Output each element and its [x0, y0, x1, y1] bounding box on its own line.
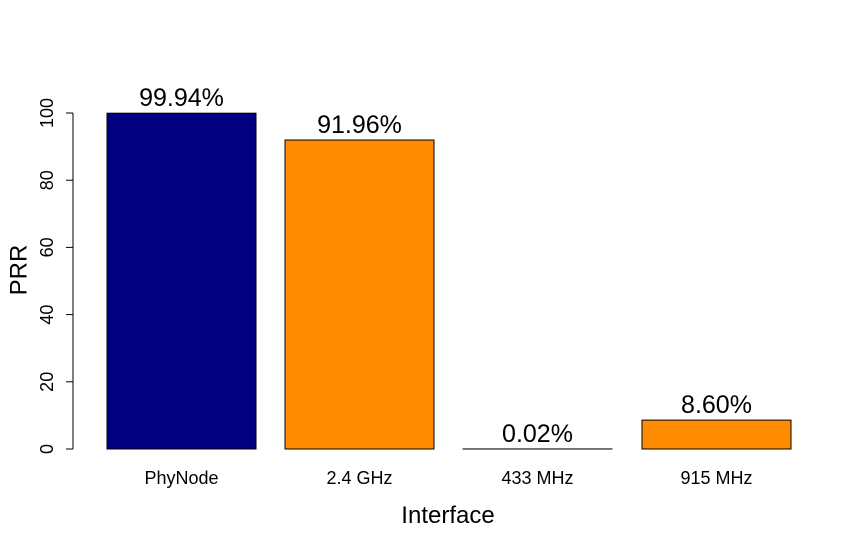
y-axis-title: PRR [5, 245, 32, 296]
bar-phynode [106, 112, 257, 450]
bar-915-mhz [641, 419, 792, 450]
bar-2-4-ghz [284, 139, 435, 450]
x-category-label: 2.4 GHz [326, 468, 392, 488]
y-tick-label: 60 [37, 237, 57, 257]
y-tick-label: 40 [37, 305, 57, 325]
y-tick-label: 0 [37, 444, 57, 454]
x-category-label: 915 MHz [680, 468, 752, 488]
y-axis: 0 20 40 60 80 100 [37, 98, 74, 454]
bar-value-label: 91.96% [317, 111, 402, 139]
x-axis-categories: PhyNode 2.4 GHz 433 MHz 915 MHz [144, 468, 752, 488]
bar-value-label: 8.60% [681, 391, 752, 419]
value-labels-layer: 99.94% 91.96% 0.02% 8.60% [139, 84, 752, 448]
y-tick-label: 80 [37, 170, 57, 190]
bar-value-label: 99.94% [139, 84, 224, 112]
x-category-label: PhyNode [144, 468, 218, 488]
x-category-label: 433 MHz [501, 468, 573, 488]
bar-value-label: 0.02% [502, 420, 573, 448]
bars-layer [106, 112, 792, 450]
y-tick-label: 20 [37, 372, 57, 392]
x-axis-title: Interface [401, 502, 494, 529]
y-tick-label: 100 [37, 98, 57, 128]
